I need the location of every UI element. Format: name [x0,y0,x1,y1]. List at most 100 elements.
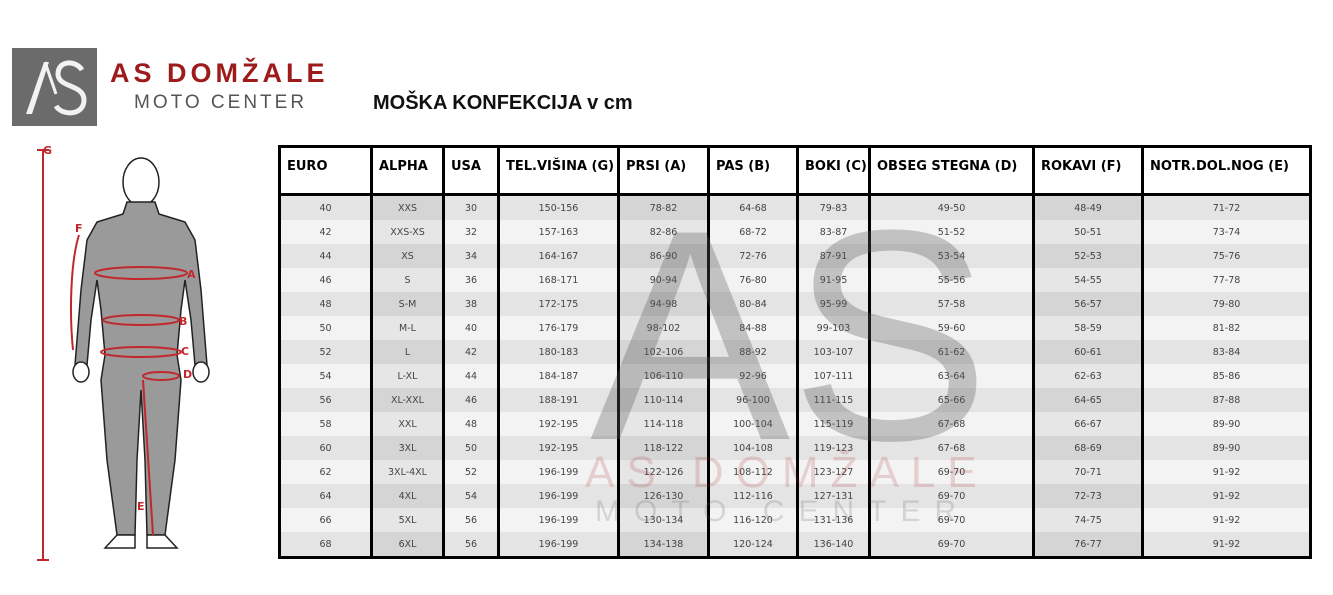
table-cell: 52 [442,460,500,484]
table-cell: 30 [442,194,500,220]
table-cell: XXS-XS [370,220,445,244]
table-cell: 150-156 [497,194,620,220]
table-cell: 78-82 [617,194,710,220]
table-cell: XXL [370,412,445,436]
table-cell: 58 [278,412,373,436]
table-cell: 82-86 [617,220,710,244]
table-cell: 61-62 [868,340,1035,364]
table-row: 40 XXS 30 150-156 78-82 64-68 79-83 49-50 48-49 7… [278,194,1312,220]
column-header: ALPHA [370,145,445,196]
table-cell: 112-116 [707,484,799,508]
table-cell: 69-70 [868,460,1035,484]
table-cell: 91-92 [1141,508,1312,532]
table-cell: 64 [278,484,373,508]
table-cell: 79-83 [796,194,871,220]
table-cell: 64-65 [1032,388,1144,412]
table-cell: 100-104 [707,412,799,436]
table-row: 62 3XL-4XL 52 196-199 122-126 108-112 123-127 6… [278,460,1312,484]
table-cell: 91-95 [796,268,871,292]
table-cell: 107-111 [796,364,871,388]
table-cell: 99-103 [796,316,871,340]
table-row: 54 L-XL 44 184-187 106-110 92-96 107-111 63-64 6… [278,364,1312,388]
table-cell: 50 [278,316,373,340]
table-cell: 63-64 [868,364,1035,388]
table-row: 50 M-L 40 176-179 98-102 84-88 99-103 59-60 58-5… [278,316,1312,340]
table-cell: 72-73 [1032,484,1144,508]
table-cell: 4XL [370,484,445,508]
table-cell: 44 [442,364,500,388]
table-cell: S [370,268,445,292]
label-f: F [75,222,83,235]
table-cell: 69-70 [868,508,1035,532]
table-cell: 196-199 [497,508,620,532]
table-cell: 104-108 [707,436,799,460]
table-cell: 42 [442,340,500,364]
table-row: 58 XXL 48 192-195 114-118 100-104 115-119 67-68… [278,412,1312,436]
size-chart-table: EURO ALPHA USA TEL.VIŠINA (G) PRSI (A) PAS (B… [278,145,1312,559]
table-cell: 87-91 [796,244,871,268]
table-cell: 34 [442,244,500,268]
table-cell: 51-52 [868,220,1035,244]
table-cell: 89-90 [1141,436,1312,460]
table-cell: 118-122 [617,436,710,460]
table-cell: 123-127 [796,460,871,484]
table-cell: 77-78 [1141,268,1312,292]
as-logo-icon [26,60,87,116]
table-cell: 136-140 [796,532,871,558]
table-cell: 110-114 [617,388,710,412]
table-row: 52 L 42 180-183 102-106 88-92 103-107 61-62 60-6… [278,340,1312,364]
table-cell: 3XL-4XL [370,460,445,484]
table-cell: 75-76 [1141,244,1312,268]
table-cell: 130-134 [617,508,710,532]
table-cell: 116-120 [707,508,799,532]
table-cell: 46 [442,388,500,412]
table-cell: 184-187 [497,364,620,388]
table-cell: 52-53 [1032,244,1144,268]
column-header: PRSI (A) [617,145,710,196]
table-cell: 71-72 [1141,194,1312,220]
table-cell: 86-90 [617,244,710,268]
table-cell: 60-61 [1032,340,1144,364]
table-cell: 67-68 [868,436,1035,460]
table-cell: 62-63 [1032,364,1144,388]
table-cell: 57-58 [868,292,1035,316]
table-cell: 95-99 [796,292,871,316]
table-cell: 102-106 [617,340,710,364]
table-cell: 66 [278,508,373,532]
table-cell: 92-96 [707,364,799,388]
table-cell: 50 [442,436,500,460]
table-cell: 87-88 [1141,388,1312,412]
table-cell: L-XL [370,364,445,388]
table-cell: 52 [278,340,373,364]
column-header: OBSEG STEGNA (D) [868,145,1035,196]
table-cell: 53-54 [868,244,1035,268]
label-d: D [183,368,192,381]
table-cell: 91-92 [1141,460,1312,484]
table-cell: 68-72 [707,220,799,244]
table-cell: 69-70 [868,484,1035,508]
table-cell: 119-123 [796,436,871,460]
table-cell: 164-167 [497,244,620,268]
table-cell: 6XL [370,532,445,558]
column-header: TEL.VIŠINA (G) [497,145,620,196]
logo-mark [12,48,97,126]
table-cell: 56 [442,532,500,558]
table-row: 66 5XL 56 196-199 130-134 116-120 131-136 69-70… [278,508,1312,532]
table-cell: 32 [442,220,500,244]
table-cell: 56 [442,508,500,532]
table-cell: XL-XXL [370,388,445,412]
table-cell: 85-86 [1141,364,1312,388]
table-cell: 3XL [370,436,445,460]
label-b: B [179,315,187,328]
table-cell: 44 [278,244,373,268]
table-cell: 38 [442,292,500,316]
table-row: 44 XS 34 164-167 86-90 72-76 87-91 53-54 52-53 75… [278,244,1312,268]
table-cell: XXS [370,194,445,220]
table-cell: 76-80 [707,268,799,292]
table-cell: 59-60 [868,316,1035,340]
table-cell: L [370,340,445,364]
column-header: BOKI (C) [796,145,871,196]
table-cell: 56-57 [1032,292,1144,316]
table-cell: 62 [278,460,373,484]
table-cell: 64-68 [707,194,799,220]
